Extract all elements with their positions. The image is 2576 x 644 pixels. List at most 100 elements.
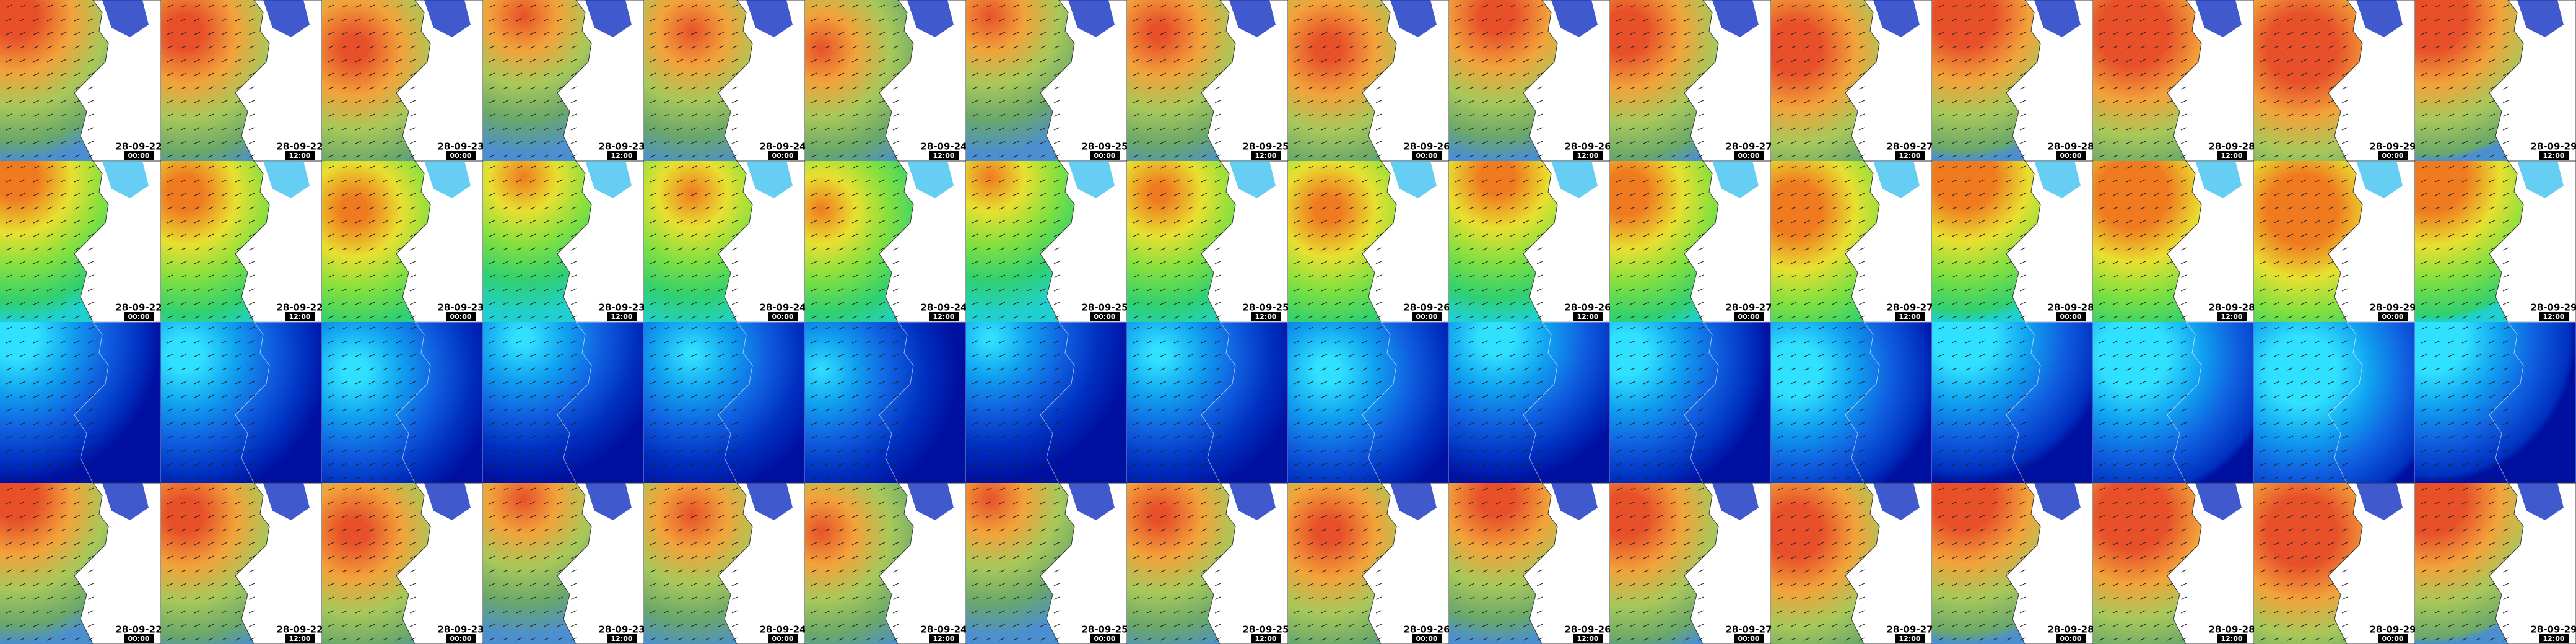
wind-arrow	[2139, 193, 2146, 196]
wind-arrow	[1160, 32, 1167, 35]
land-overlay	[102, 0, 149, 37]
wind-arrow	[1670, 113, 1677, 117]
wind-arrow	[1643, 45, 1650, 49]
wind-arrow	[1845, 32, 1852, 35]
wind-arrow	[811, 72, 817, 76]
wind-arrow	[718, 72, 724, 76]
wind-arrow	[2167, 72, 2174, 76]
wind-arrow	[1160, 72, 1167, 76]
wind-arrow	[718, 18, 724, 22]
wind-arrow	[2019, 315, 2026, 319]
wind-arrow	[1362, 59, 1368, 63]
wind-arrow	[2489, 165, 2496, 169]
wind-arrow	[1670, 274, 1677, 278]
wind-arrow	[74, 193, 80, 196]
wind-arrow	[2167, 45, 2174, 49]
wind-arrow	[1455, 32, 1461, 35]
wind-arrow	[207, 288, 214, 292]
wind-arrow	[1536, 165, 1543, 169]
wind-arrow	[1040, 141, 1046, 144]
wind-arrow	[2153, 179, 2160, 183]
wind-arrow	[1643, 220, 1650, 224]
wind-arrow	[1026, 193, 1033, 196]
wind-arrow	[1455, 45, 1461, 49]
wind-arrow	[1133, 274, 1139, 278]
wind-arrow	[879, 193, 886, 196]
date-box	[601, 302, 643, 312]
wind-arrow	[248, 206, 255, 210]
wind-arrow	[1616, 100, 1622, 103]
wind-arrow	[60, 165, 67, 169]
wind-arrow	[1790, 206, 1797, 210]
wind-arrow	[1362, 86, 1368, 90]
wind-arrow	[1133, 193, 1139, 196]
wind-arrow	[33, 127, 40, 131]
wind-arrow	[2489, 100, 2496, 103]
wind-arrow	[2328, 45, 2334, 49]
wind-arrow	[1817, 59, 1824, 63]
wind-arrow	[1495, 127, 1502, 131]
wind-arrow	[1160, 179, 1167, 183]
wind-arrow	[341, 72, 348, 76]
wind-arrow	[1495, 220, 1502, 224]
time-label: 00:00	[128, 635, 149, 643]
wind-arrow	[879, 154, 886, 158]
wind-arrow	[207, 193, 214, 196]
wind-arrow	[838, 86, 845, 90]
wind-arrow	[74, 302, 80, 305]
wind-arrow	[1482, 18, 1489, 22]
wind-arrow	[731, 220, 738, 224]
wind-arrow	[46, 154, 53, 158]
wind-arrow	[1201, 206, 1208, 210]
wind-arrow	[87, 86, 94, 90]
wind-arrow	[409, 127, 416, 131]
wind-arrow	[382, 113, 389, 117]
wind-arrow	[33, 154, 40, 158]
wind-arrow	[1951, 302, 1958, 305]
wind-arrow	[1482, 100, 1489, 103]
wind-arrow	[1348, 45, 1355, 49]
time-label: 12:00	[933, 313, 954, 321]
wind-arrow	[1026, 315, 1033, 319]
wind-arrow	[1978, 302, 1985, 305]
wind-arrow	[1334, 302, 1341, 305]
wind-arrow	[2328, 261, 2334, 264]
wind-arrow	[221, 100, 228, 103]
wind-arrow	[1294, 4, 1300, 8]
time-box	[2539, 151, 2569, 160]
wind-arrow	[248, 261, 255, 264]
wind-arrow	[985, 233, 992, 237]
wind-arrow	[838, 127, 845, 131]
wind-arrow	[1670, 220, 1677, 224]
wind-arrow	[999, 220, 1006, 224]
wind-arrow	[489, 127, 495, 131]
wind-arrow	[2273, 233, 2280, 237]
wind-arrow	[1455, 220, 1461, 224]
wind-arrow	[1362, 72, 1368, 76]
wind-arrow	[1684, 45, 1690, 49]
time-box	[446, 312, 476, 321]
wind-arrow	[1643, 274, 1650, 278]
wind-arrow	[396, 220, 402, 224]
date-label: 28-09-22	[276, 302, 323, 313]
wind-arrow	[60, 220, 67, 224]
wind-arrow	[1536, 261, 1543, 264]
wind-arrow	[1187, 288, 1194, 292]
time-label: 00:00	[772, 635, 793, 643]
wind-arrow	[543, 45, 550, 49]
wind-arrow	[543, 315, 550, 319]
wind-arrow	[1040, 59, 1046, 63]
wind-arrow	[2099, 72, 2105, 76]
wind-arrow	[704, 274, 711, 278]
wind-arrow	[1697, 233, 1704, 237]
wind-arrow	[650, 18, 656, 22]
wind-arrow	[1536, 72, 1543, 76]
wind-arrow	[2112, 141, 2119, 144]
wind-arrow	[1616, 165, 1622, 169]
wind-arrow	[1026, 261, 1033, 264]
wind-arrow	[1160, 4, 1167, 8]
wind-arrow	[235, 100, 242, 103]
land-overlay	[585, 0, 632, 37]
wind-arrow	[1348, 302, 1355, 305]
